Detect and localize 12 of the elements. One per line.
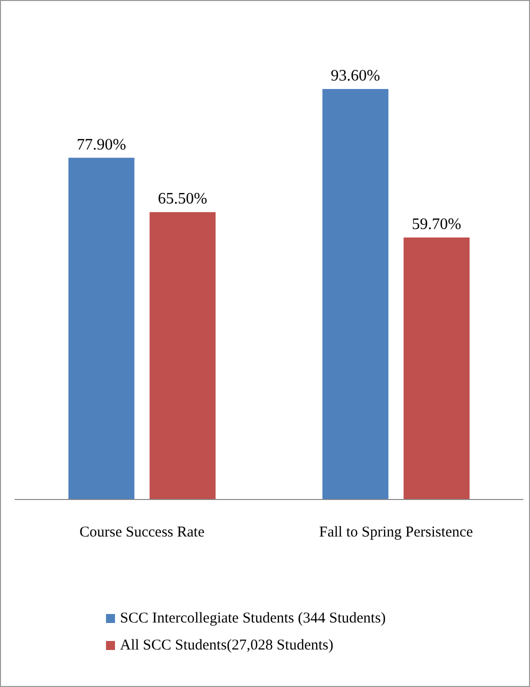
- bar: [322, 89, 388, 499]
- bar: [404, 238, 470, 499]
- legend-label: All SCC Students(27,028 Students): [120, 638, 334, 654]
- bar: [150, 212, 216, 499]
- data-label: 65.50%: [158, 190, 208, 208]
- x-tick-label: Course Success Rate: [80, 524, 205, 540]
- data-label: 77.90%: [76, 136, 126, 154]
- bar: [68, 158, 134, 499]
- data-label: 59.70%: [412, 216, 462, 234]
- x-tick-label: Fall to Spring Persistence: [319, 524, 474, 540]
- legend-label: SCC Intercollegiate Students (344 Students): [120, 610, 386, 626]
- data-label: 93.60%: [330, 68, 380, 85]
